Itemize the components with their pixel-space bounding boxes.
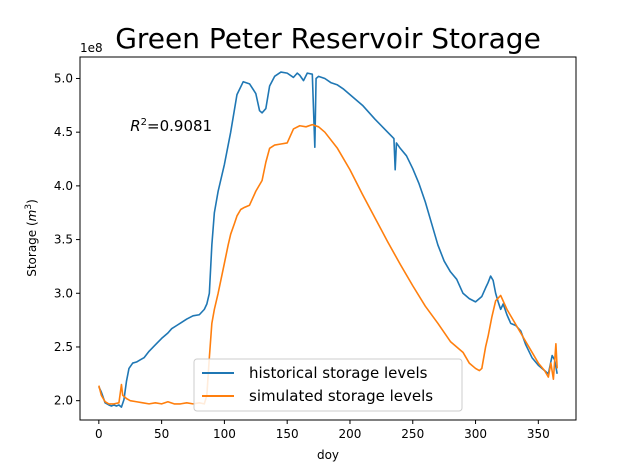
legend: historical storage levels simulated stor… (193, 358, 463, 412)
y-tick-label: 2.5 (54, 340, 73, 354)
y-offset-label: 1e8 (80, 41, 103, 55)
y-axis-label: Storage (m3) (24, 199, 39, 277)
plot-frame (79, 56, 577, 421)
x-tick-label: 0 (95, 427, 103, 441)
y-axis-ticks: 2.0 2.5 3.0 3.5 4.0 4.5 5.0 (54, 71, 80, 408)
legend-label-simulated: simulated storage levels (249, 387, 433, 405)
legend-box (193, 358, 463, 412)
x-tick-label: 150 (276, 427, 299, 441)
y-tick-label: 3.0 (54, 286, 73, 300)
y-tick-label: 3.5 (54, 233, 73, 247)
x-axis-ticks: 0 50 100 150 200 250 300 350 (95, 420, 550, 441)
y-tick-label: 5.0 (54, 71, 73, 85)
x-tick-label: 200 (339, 427, 362, 441)
x-tick-label: 250 (401, 427, 424, 441)
plot-lines (98, 71, 558, 408)
series-line-simulated (98, 123, 558, 405)
y-tick-label: 4.5 (54, 125, 73, 139)
x-tick-label: 350 (527, 427, 550, 441)
chart-title-text: Green Peter Reservoir Storage (115, 22, 541, 55)
r-squared-annotation: R2=0.9081 (130, 117, 212, 135)
series-line-historical (98, 71, 558, 408)
y-tick-label: 2.0 (54, 394, 73, 408)
x-tick-label: 300 (464, 427, 487, 441)
x-tick-label: 50 (154, 427, 169, 441)
chart-title: Green Peter Reservoir Storage (115, 22, 541, 55)
x-axis-label: doy (317, 448, 339, 462)
x-tick-label: 100 (213, 427, 236, 441)
y-tick-label: 4.0 (54, 179, 73, 193)
legend-label-historical: historical storage levels (249, 364, 428, 382)
